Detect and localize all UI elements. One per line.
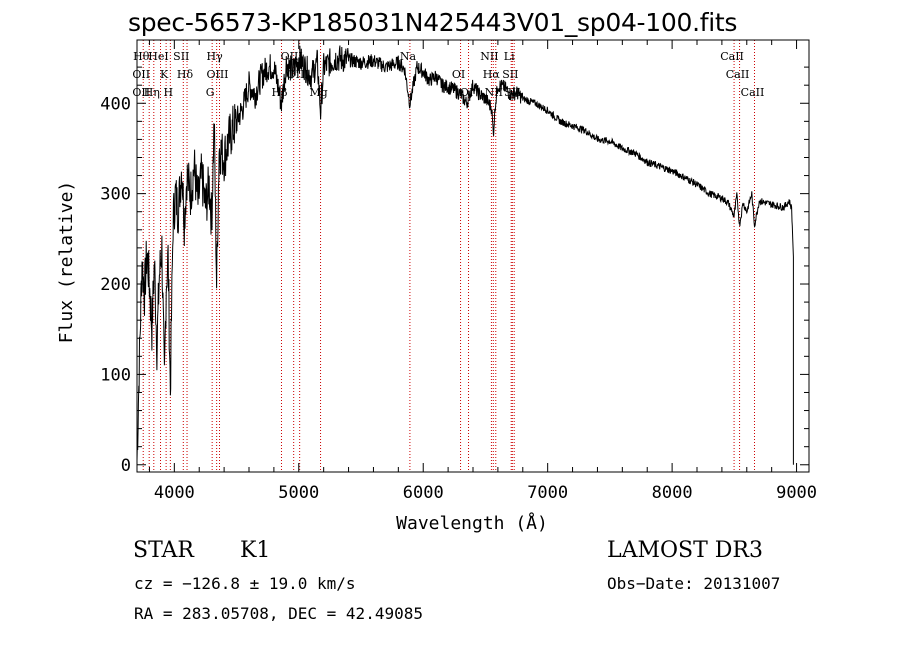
survey-name: LAMOST DR3 [607,538,763,563]
y-axis: 0 100 200 300 400 [100,66,809,476]
line-label: NII [480,50,498,63]
x-tick-label: 7000 [527,483,568,503]
line-label: Hη [144,86,160,99]
line-label: CaII [741,86,765,99]
x-axis-label: Wavelength (Å) [396,512,548,534]
y-tick-label: 0 [121,456,131,476]
x-tick-label: 9000 [776,483,817,503]
chart-title: spec-56573-KP185031N425443V01_sp04-100.f… [128,8,738,37]
plot-frame [136,39,810,473]
line-label: HeI [148,50,168,63]
line-label: OIII [206,68,228,81]
y-tick-label: 200 [100,275,131,295]
line-label: Hθ [133,50,150,63]
y-tick-label: 300 [100,185,131,205]
object-class: STAR [133,538,194,563]
redshift-velocity: cz = −126.8 ± 19.0 km/s [134,574,356,593]
line-label: Na [400,50,417,63]
coordinates: RA = 283.05708, DEC = 42.49085 [134,604,423,623]
line-label: Hγ [207,50,224,63]
line-markers [142,40,755,472]
line-label: OII [132,68,150,81]
line-label: Li [504,50,515,63]
observation-date: Obs−Date: 20131007 [607,574,781,593]
x-tick-label: 8000 [652,483,693,503]
line-label: SII [173,50,189,63]
y-tick-label: 100 [100,365,131,385]
x-tick-label: 5000 [278,483,319,503]
y-axis-label: Flux (relative) [56,181,77,344]
line-label: CaII [720,50,744,63]
spectrum-series [136,45,794,465]
line-label: Hδ [177,68,194,81]
y-tick-label: 400 [100,94,131,114]
line-label: H [164,86,174,99]
x-axis: 4000 5000 6000 7000 8000 9000 [148,40,817,503]
line-label: CaII [726,68,750,81]
line-label: SII [502,68,518,81]
line-label: OI [452,68,465,81]
line-label: K [160,68,169,81]
object-subclass: K1 [240,538,271,563]
x-tick-label: 6000 [403,483,444,503]
line-label: G [206,86,215,99]
x-tick-label: 4000 [154,483,195,503]
line-label: Hα [483,68,501,81]
